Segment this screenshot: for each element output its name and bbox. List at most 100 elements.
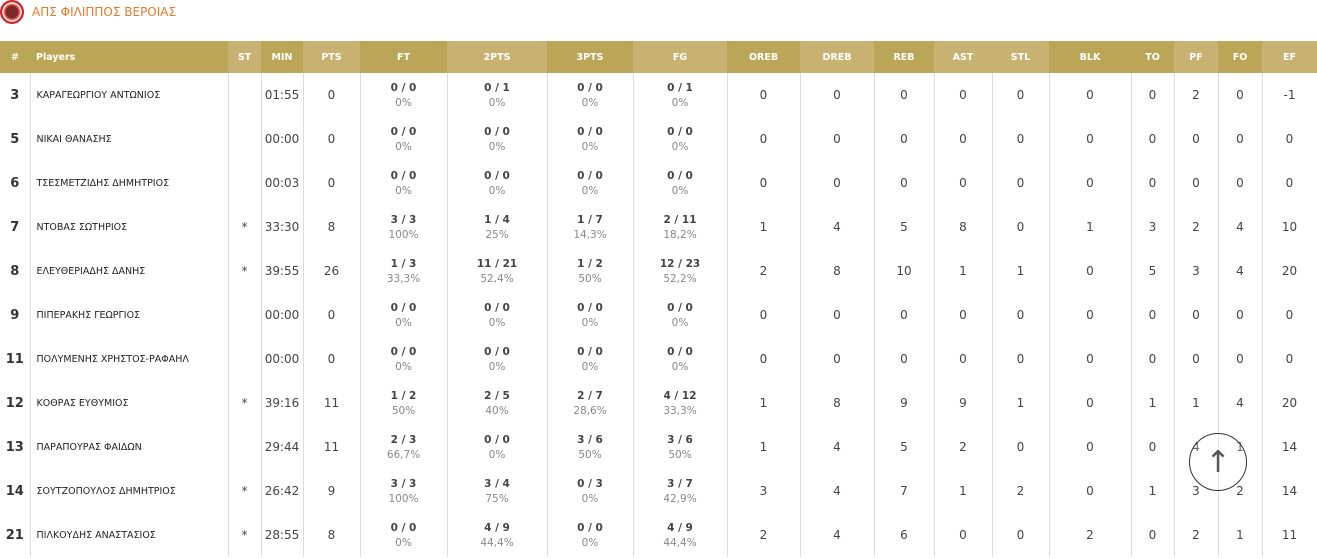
percentage: 100% [388, 492, 419, 505]
percentage: 0% [395, 360, 412, 373]
cell-st [228, 73, 262, 117]
cell-to: 1 [1131, 381, 1175, 425]
cell-ef: 20 [1262, 249, 1317, 293]
column-header-3pts[interactable]: 3PTS [547, 41, 633, 73]
cell-ast: 1 [934, 469, 993, 513]
made-attempted: 0 / 0 [484, 125, 510, 138]
column-header-st[interactable]: ST [228, 41, 261, 73]
cell-ef: 0 [1262, 293, 1317, 337]
percentage: 0% [395, 140, 412, 153]
cell-pf: 0 [1174, 117, 1219, 161]
cell-pf: 2 [1174, 513, 1219, 557]
cell-p2: 11 / 21 52,4% [447, 249, 548, 293]
cell-name[interactable]: ΚΟΘΡΑΣ ΕΥΘΥΜΙΟΣ [30, 381, 229, 425]
scroll-to-top-button[interactable]: ↑ [1189, 433, 1247, 491]
cell-ft: 1 / 3 33,3% [360, 249, 448, 293]
cell-fg: 0 / 0 0% [633, 117, 728, 161]
cell-name[interactable]: ΚΑΡΑΓΕΩΡΓΙΟΥ ΑΝΤΩΝΙΟΣ [30, 73, 229, 117]
cell-oreb: 3 [727, 469, 801, 513]
made-attempted: 3 / 4 [484, 477, 510, 490]
column-header-ft[interactable]: FT [360, 41, 447, 73]
column-header-ef[interactable]: EF [1262, 41, 1317, 73]
made-attempted: 0 / 0 [484, 345, 510, 358]
cell-st: * [228, 205, 262, 249]
cell-pts: 8 [303, 205, 361, 249]
cell-p2: 2 / 5 40% [447, 381, 548, 425]
cell-num: 6 [0, 161, 31, 205]
cell-dreb: 4 [800, 513, 875, 557]
column-header-fg[interactable]: FG [633, 41, 727, 73]
column-header-number[interactable]: # [0, 41, 30, 73]
cell-num: 5 [0, 117, 31, 161]
cell-name[interactable]: ΠΑΡΑΠΟΥΡΑΣ ΦΑΙΔΩΝ [30, 425, 229, 469]
cell-ef: 0 [1262, 337, 1317, 381]
cell-name[interactable]: ΣΟΥΤΖΟΠΟΥΛΟΣ ΔΗΜΗΤΡΙΟΣ [30, 469, 229, 513]
made-attempted: 2 / 11 [663, 213, 697, 226]
cell-p2: 0 / 0 0% [447, 337, 548, 381]
cell-name[interactable]: ΝΤΟΒΑΣ ΣΩΤΗΡΙΟΣ [30, 205, 229, 249]
cell-p3: 0 / 0 0% [547, 337, 634, 381]
cell-p2: 0 / 0 0% [447, 425, 548, 469]
cell-name[interactable]: ΤΣΕΣΜΕΤΖΙΔΗΣ ΔΗΜΗΤΡΙΟΣ [30, 161, 229, 205]
cell-name[interactable]: ΠΟΛΥΜΕΝΗΣ ΧΡΗΣΤΟΣ-ΡΑΦΑΗΛ [30, 337, 229, 381]
cell-to: 5 [1131, 249, 1175, 293]
column-header-to[interactable]: TO [1131, 41, 1174, 73]
cell-pf: 0 [1174, 337, 1219, 381]
percentage: 0% [488, 448, 506, 461]
cell-fo: 0 [1218, 337, 1263, 381]
cell-name[interactable]: ΠΙΠΕΡΑΚΗΣ ΓΕΩΡΓΙΟΣ [30, 293, 229, 337]
cell-to: 0 [1131, 293, 1175, 337]
percentage: 42,9% [663, 492, 697, 505]
cell-reb: 5 [874, 425, 935, 469]
column-header-min[interactable]: MIN [261, 41, 303, 73]
cell-ast: 0 [934, 337, 993, 381]
table-row: 7 ΝΤΟΒΑΣ ΣΩΤΗΡΙΟΣ * 33:30 8 3 / 3 100% 1 / 4 25%… [0, 205, 1317, 249]
made-attempted: 0 / 0 [577, 125, 603, 138]
cell-reb: 0 [874, 161, 935, 205]
cell-fo: 1 [1218, 513, 1263, 557]
cell-min: 39:16 [261, 381, 304, 425]
column-header-dreb[interactable]: DREB [800, 41, 874, 73]
percentage: 0% [488, 316, 506, 329]
team-header: ΑΠΣ ΦΙΛΙΠΠΟΣ ΒΕΡΟΙΑΣ [0, 0, 176, 24]
percentage: 0% [671, 360, 689, 373]
cell-name[interactable]: ΕΛΕΥΘΕΡΙΑΔΗΣ ΔΑΝΗΣ [30, 249, 229, 293]
column-header-2pts[interactable]: 2PTS [447, 41, 547, 73]
column-header-oreb[interactable]: OREB [727, 41, 800, 73]
header-row: # Players ST MIN PTS FT 2PTS 3PTS FG OREB DREB REB A… [0, 41, 1317, 73]
percentage: 52,2% [663, 272, 697, 285]
cell-pts: 26 [303, 249, 361, 293]
cell-name[interactable]: ΝΙΚΑΙ ΘΑΝΑΣΗΣ [30, 117, 229, 161]
column-header-blk[interactable]: BLK [1049, 41, 1131, 73]
table-row: 11 ΠΟΛΥΜΕΝΗΣ ΧΡΗΣΤΟΣ-ΡΑΦΑΗΛ 00:00 0 0 / 0 0% 0… [0, 337, 1317, 381]
cell-ef: 14 [1262, 469, 1317, 513]
column-header-ast[interactable]: AST [934, 41, 992, 73]
percentage: 0% [581, 536, 599, 549]
cell-p2: 3 / 4 75% [447, 469, 548, 513]
cell-stl: 0 [992, 117, 1050, 161]
cell-blk: 0 [1049, 249, 1132, 293]
column-header-players[interactable]: Players [30, 41, 228, 73]
column-header-pf[interactable]: PF [1174, 41, 1218, 73]
column-header-fo[interactable]: FO [1218, 41, 1262, 73]
team-name[interactable]: ΑΠΣ ΦΙΛΙΠΠΟΣ ΒΕΡΟΙΑΣ [32, 5, 177, 19]
cell-oreb: 0 [727, 337, 801, 381]
cell-fg: 0 / 0 0% [633, 293, 728, 337]
cell-blk: 2 [1049, 513, 1132, 557]
cell-fo: 0 [1218, 161, 1263, 205]
cell-blk: 1 [1049, 205, 1132, 249]
cell-min: 00:00 [261, 293, 304, 337]
cell-st [228, 117, 262, 161]
cell-p2: 0 / 0 0% [447, 161, 548, 205]
column-header-reb[interactable]: REB [874, 41, 934, 73]
percentage: 44,4% [480, 536, 514, 549]
cell-name[interactable]: ΠΙΛΚΟΥΔΗΣ ΑΝΑΣΤΑΣΙΟΣ [30, 513, 229, 557]
cell-to: 0 [1131, 513, 1175, 557]
cell-dreb: 0 [800, 293, 875, 337]
made-attempted: 0 / 0 [390, 521, 417, 534]
cell-p3: 0 / 3 0% [547, 469, 634, 513]
made-attempted: 1 / 2 [577, 257, 603, 270]
cell-oreb: 0 [727, 73, 801, 117]
column-header-stl[interactable]: STL [992, 41, 1049, 73]
column-header-pts[interactable]: PTS [303, 41, 360, 73]
